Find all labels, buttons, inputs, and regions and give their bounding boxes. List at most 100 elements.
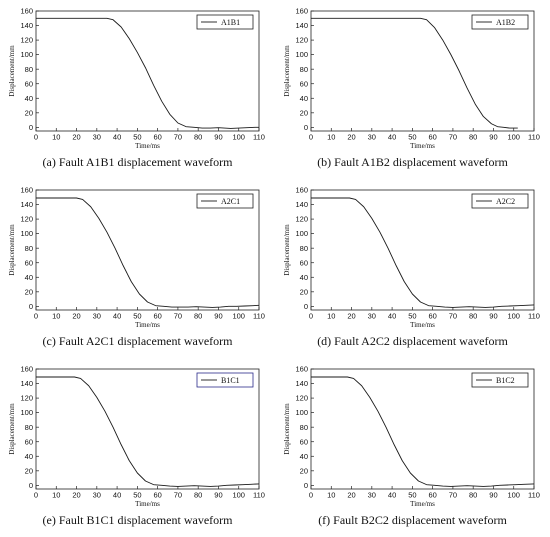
chart-d-x-tick-label: 90 bbox=[489, 312, 497, 321]
chart-d-y-tick-label: 100 bbox=[295, 229, 308, 238]
chart-f-x-tick-label: 20 bbox=[347, 491, 355, 500]
chart-d-y-tick-label: 40 bbox=[300, 273, 308, 282]
chart-panel-e: 0 10 20 30 40 50 60 70 80 90 100 110 0 20 40 60 80 100 120… bbox=[0, 358, 275, 537]
chart-e-x-tick-label: 60 bbox=[153, 491, 161, 500]
chart-d-x-tick-label: 40 bbox=[388, 312, 396, 321]
chart-b-y-tick-label: 120 bbox=[295, 36, 308, 45]
chart-d-x-tick-label: 70 bbox=[449, 312, 457, 321]
chart-c-legend-label: A2C1 bbox=[221, 197, 240, 206]
chart-c-y-tick-label: 140 bbox=[20, 200, 33, 209]
chart-e-y-tick-label: 120 bbox=[20, 394, 33, 403]
chart-d-x-axis-title: Time/ms bbox=[410, 321, 435, 329]
chart-c-x-tick-label: 60 bbox=[153, 312, 161, 321]
chart-e-plot-frame bbox=[35, 368, 260, 490]
chart-e-plot: 0 10 20 30 40 50 60 70 80 90 100 110 0 20 40 60 80 100 120… bbox=[8, 365, 265, 508]
chart-f-y-tick-label: 100 bbox=[295, 408, 308, 417]
chart-e-x-tick-label: 100 bbox=[232, 491, 245, 500]
chart-c-x-tick-label: 40 bbox=[113, 312, 121, 321]
chart-b-x-tick-label: 110 bbox=[528, 133, 540, 142]
chart-f-x-tick-label: 100 bbox=[507, 491, 520, 500]
chart-a-x-tick-label: 100 bbox=[232, 133, 245, 142]
chart-a-y-tick-label: 60 bbox=[25, 79, 33, 88]
chart-a-x-axis-title: Time/ms bbox=[135, 142, 160, 150]
chart-a-plot-frame bbox=[35, 10, 260, 132]
chart-d-y-tick-label: 60 bbox=[300, 258, 308, 267]
chart-e-legend-label: B1C1 bbox=[221, 376, 240, 385]
chart-b-x-tick-label: 100 bbox=[507, 133, 520, 142]
chart-f-y-tick-label: 40 bbox=[300, 452, 308, 461]
chart-e-x-tick-label: 10 bbox=[52, 491, 60, 500]
chart-b-x-tick-label: 70 bbox=[449, 133, 457, 142]
chart-b-series-line bbox=[311, 17, 518, 129]
chart-c-x-tick-label: 0 bbox=[34, 312, 38, 321]
chart-f-series-line bbox=[311, 376, 535, 487]
chart-e-caption: (e) Fault B1C1 displacement waveform bbox=[42, 513, 233, 527]
chart-f-x-tick-label: 80 bbox=[469, 491, 477, 500]
chart-c-x-tick-label: 80 bbox=[194, 312, 202, 321]
chart-c-x-tick-label: 100 bbox=[232, 312, 245, 321]
chart-d-x-tick-label: 60 bbox=[428, 312, 436, 321]
chart-d-y-tick-label: 20 bbox=[300, 287, 308, 296]
chart-a-y-tick-label: 140 bbox=[20, 21, 33, 30]
chart-panel-a: 0 10 20 30 40 50 60 70 80 90 100 110 0 20 40 60 80 100 120… bbox=[0, 0, 275, 179]
chart-f-y-axis-title: Displacement/mm bbox=[283, 403, 291, 455]
chart-c-y-axis-title: Displacement/mm bbox=[8, 224, 16, 276]
chart-b-x-tick-label: 0 bbox=[309, 133, 313, 142]
chart-d-y-tick-label: 160 bbox=[295, 186, 308, 195]
chart-e-y-tick-label: 160 bbox=[20, 365, 33, 374]
chart-a-y-tick-label: 80 bbox=[25, 65, 33, 74]
chart-e-x-tick-label: 0 bbox=[34, 491, 38, 500]
chart-c-y-tick-label: 100 bbox=[20, 229, 33, 238]
chart-d-y-tick-label: 120 bbox=[295, 215, 308, 224]
chart-b-legend-box bbox=[471, 14, 529, 30]
chart-c-x-tick-label: 50 bbox=[133, 312, 141, 321]
chart-c-y-tick-label: 120 bbox=[20, 215, 33, 224]
chart-c-x-tick-label: 90 bbox=[214, 312, 222, 321]
chart-e-y-tick-label: 40 bbox=[25, 452, 33, 461]
chart-b-x-tick-label: 20 bbox=[347, 133, 355, 142]
chart-b-y-axis-title: Displacement/mm bbox=[283, 45, 291, 97]
chart-c-caption: (c) Fault A2C1 displacement waveform bbox=[42, 334, 233, 348]
chart-d-y-tick-label: 0 bbox=[304, 302, 308, 311]
chart-c-x-tick-label: 70 bbox=[174, 312, 182, 321]
chart-d-x-tick-label: 0 bbox=[309, 312, 313, 321]
chart-e-y-tick-label: 80 bbox=[25, 423, 33, 432]
chart-c-y-tick-label: 60 bbox=[25, 258, 33, 267]
chart-f-y-tick-label: 120 bbox=[295, 394, 308, 403]
chart-f-legend-label: B1C2 bbox=[496, 376, 515, 385]
chart-b-y-tick-label: 140 bbox=[295, 21, 308, 30]
chart-d-plot: 0 10 20 30 40 50 60 70 80 90 100 110 0 20 40 60 80 100 120… bbox=[283, 186, 540, 329]
chart-b-y-tick-label: 20 bbox=[300, 108, 308, 117]
chart-d-plot-frame bbox=[310, 189, 535, 311]
chart-d-x-tick-label: 10 bbox=[327, 312, 335, 321]
chart-b-x-tick-label: 50 bbox=[408, 133, 416, 142]
chart-e-series-line bbox=[36, 376, 260, 487]
chart-b-y-tick-label: 80 bbox=[300, 65, 308, 74]
chart-c-legend-box bbox=[196, 193, 254, 209]
chart-c-plot-frame bbox=[35, 189, 260, 311]
chart-a-y-axis-title: Displacement/mm bbox=[8, 45, 16, 97]
chart-a-y-tick-label: 100 bbox=[20, 50, 33, 59]
chart-c-y-tick-label: 40 bbox=[25, 273, 33, 282]
chart-b-y-tick-label: 0 bbox=[304, 123, 308, 132]
chart-c-x-tick-label: 20 bbox=[72, 312, 80, 321]
chart-c-x-tick-label: 30 bbox=[93, 312, 101, 321]
chart-c-y-tick-label: 0 bbox=[29, 302, 33, 311]
chart-a-y-tick-label: 20 bbox=[25, 108, 33, 117]
chart-e-x-tick-label: 40 bbox=[113, 491, 121, 500]
chart-a-legend-box bbox=[196, 14, 254, 30]
chart-b-legend-label: A1B2 bbox=[496, 18, 515, 27]
chart-a-y-tick-label: 0 bbox=[29, 123, 33, 132]
chart-d-x-tick-label: 50 bbox=[408, 312, 416, 321]
chart-a-x-tick-label: 110 bbox=[253, 133, 265, 142]
chart-c-x-tick-label: 110 bbox=[253, 312, 265, 321]
chart-a-x-tick-label: 60 bbox=[153, 133, 161, 142]
chart-panel-c: 0 10 20 30 40 50 60 70 80 90 100 110 0 20 40 60 80 100 120… bbox=[0, 179, 275, 358]
chart-a-x-tick-label: 30 bbox=[93, 133, 101, 142]
chart-f-y-tick-label: 0 bbox=[304, 481, 308, 490]
chart-f-x-tick-label: 90 bbox=[489, 491, 497, 500]
chart-e-y-tick-label: 100 bbox=[20, 408, 33, 417]
chart-d-series-line bbox=[311, 197, 535, 308]
chart-d-legend-box bbox=[471, 193, 529, 209]
chart-b-x-axis-title: Time/ms bbox=[410, 142, 435, 150]
